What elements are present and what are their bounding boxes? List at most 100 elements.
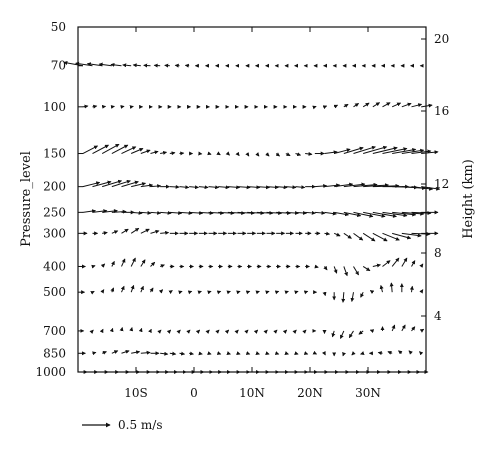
vector-arrow [110, 287, 115, 293]
vector-arrow [119, 326, 124, 332]
vector-arrow [102, 209, 118, 214]
vector-arrow [111, 179, 131, 188]
y-tick-label: 700 [43, 324, 66, 338]
vector-arrow [324, 211, 337, 216]
vector-arrow [295, 185, 306, 190]
vector-arrow [401, 211, 425, 216]
vector-arrow [353, 145, 376, 154]
y-tick-label: 850 [43, 346, 66, 360]
vector-arrow [362, 232, 376, 242]
vector-arrow [150, 261, 156, 267]
vector-arrow [100, 289, 105, 294]
vector-arrow [150, 210, 162, 215]
vector-arrow [150, 150, 159, 155]
vector-arrow [382, 232, 400, 241]
vector-arrow [253, 329, 259, 334]
vector-arrow [392, 211, 417, 217]
vector-arrow [274, 351, 280, 355]
y-tick-label: 70 [51, 59, 66, 73]
vector-arrow [303, 290, 309, 295]
vector-arrow [121, 146, 137, 154]
vector-arrow [82, 104, 89, 109]
vector-arrow [255, 351, 260, 355]
vector-arrow [131, 210, 143, 215]
x-tick-label: 10N [239, 386, 265, 400]
vector-arrow [362, 266, 371, 272]
y-tick-label: 1000 [35, 365, 66, 379]
vector-arrow [256, 185, 271, 190]
vector-arrow [411, 326, 416, 332]
vector-arrow [331, 330, 336, 338]
vector-arrow [401, 148, 425, 155]
vector-arrow [245, 351, 251, 355]
vector-arrow [372, 211, 397, 218]
vector-arrow [419, 289, 424, 294]
vector-arrow [140, 285, 144, 293]
vector-arrow [102, 179, 123, 188]
vector-arrow [409, 285, 414, 293]
vector-arrow [295, 152, 302, 157]
vector-arrow [305, 210, 316, 215]
vector-arrow [334, 182, 354, 188]
vector-arrow [89, 329, 94, 334]
vector-arrow [294, 290, 299, 295]
vector-arrow [382, 102, 391, 108]
vector-arrow [186, 329, 191, 334]
vector-arrow [363, 183, 389, 188]
vector-arrow [109, 327, 114, 333]
vector-arrow [92, 104, 98, 109]
vector-arrow [157, 329, 162, 334]
vector-arrow [343, 232, 352, 239]
vector-arrow [340, 330, 345, 340]
x-tick-label: 0 [190, 386, 198, 400]
vector-arrow [397, 350, 403, 355]
vector-arrow [179, 351, 186, 356]
vector-arrow [421, 150, 439, 155]
vector-arrow [198, 185, 209, 190]
vector-arrow [160, 150, 168, 155]
plot-frame [77, 26, 427, 373]
reference-vector-legend: 0.5 m/s [82, 418, 162, 432]
vector-arrow [130, 227, 140, 234]
vector-arrow [351, 351, 356, 356]
vector-arrow [360, 291, 364, 298]
vector-arrow [169, 151, 176, 156]
vector-arrow [121, 228, 129, 234]
vector-arrow [236, 290, 241, 295]
vector-arrow [92, 351, 97, 356]
vector-arrow [138, 327, 143, 333]
vector-arrow [189, 351, 194, 356]
vector-arrow [140, 350, 151, 355]
vector-arrow [343, 146, 364, 154]
vector-arrow [411, 211, 432, 216]
vector-arrow [379, 284, 384, 293]
vector-arrow [179, 185, 190, 190]
vector-arrow [82, 209, 97, 214]
vector-arrow [323, 265, 328, 271]
vector-arrow [92, 180, 112, 188]
vector-arrow [102, 231, 108, 236]
vector-arrow [285, 152, 291, 157]
vector-arrow [408, 350, 413, 355]
vector-arrow [98, 62, 112, 67]
vector-arrow [121, 180, 139, 188]
vector-arrow [292, 329, 297, 334]
vector-arrow [284, 351, 289, 355]
vector-arrow [140, 149, 151, 154]
vector-arrow [197, 290, 202, 295]
vector-arrow [226, 290, 231, 295]
vector-arrow [372, 146, 398, 155]
vector-arrow [419, 263, 424, 268]
vector-arrow [401, 102, 412, 108]
vector-arrow [391, 324, 396, 332]
vector-arrow [216, 151, 221, 156]
vector-arrow [207, 151, 212, 156]
vector-arrow [266, 185, 279, 190]
vector-arrow [333, 266, 338, 274]
vector-arrow [176, 329, 181, 334]
vector-arrow [129, 326, 134, 332]
vector-arrow [178, 290, 183, 295]
vector-arrow [226, 351, 231, 355]
vector-arrow [158, 289, 164, 294]
